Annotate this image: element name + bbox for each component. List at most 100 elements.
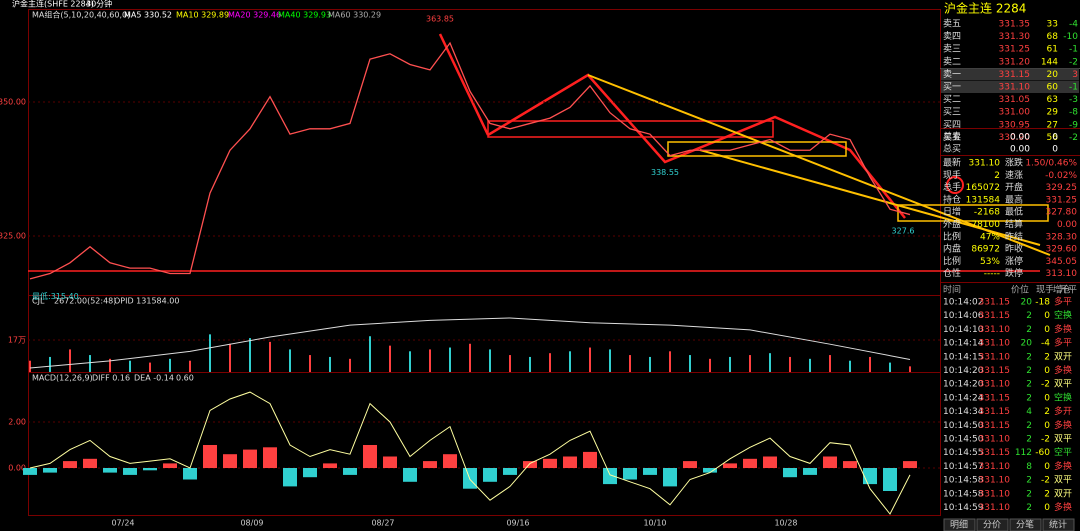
trade-time: 10:14:58 [943,476,984,486]
book-price: 330.95 [999,120,1031,130]
quote-value: 1.50/0.46% [1025,159,1077,169]
trend-yellow [587,74,1051,256]
total-value: 0.00 [1010,145,1030,155]
volume-bar [269,341,271,372]
tab [1009,518,1042,531]
volume-bar [289,349,291,372]
book-label: 卖一 [943,69,961,80]
ma-value: MA10 329.89 [176,11,229,20]
channel [897,204,1049,222]
total-label: 总卖 [943,131,961,143]
volume-bar [689,355,691,372]
tab [1042,518,1075,531]
quote-label: 结算 [1005,218,1023,230]
trade-type: 多换 [1054,460,1072,472]
trade-qty: 2 [1026,366,1032,376]
trade-qty: 2 [1026,503,1032,513]
book-label: 买五 [943,132,961,143]
volume-bar [869,356,871,372]
trade-qty: 20 [1021,339,1033,349]
quote-label: 比例 [943,230,961,242]
book-change: -1 [1069,83,1078,93]
trade-oi: -60 [1035,448,1050,458]
quote-label: 涨停 [1005,255,1023,267]
x-tick-label: 10/10 [643,519,666,528]
trade-time: 10:14:20 [943,380,984,390]
volume-bar [469,343,471,372]
volume-bar [309,355,311,372]
book-qty: 63 [1047,95,1058,105]
trade-time: 10:14:59 [943,503,984,513]
volume-bar [569,351,571,372]
macd-bar [583,451,597,468]
quote-value: 165072 [966,183,1000,193]
macd-bar [643,468,657,475]
y-tick-label: 2.00 [8,418,26,427]
book-change: -3 [1069,95,1078,105]
trade-type: 双平 [1054,434,1072,445]
volume-bar [789,356,791,372]
macd-bar [723,463,737,468]
trade-oi: 0 [1044,325,1050,335]
frame [28,9,1080,516]
macd-label: MACD(12,26,9) [32,374,93,383]
trade-price: 331.10 [979,476,1011,486]
tab-label[interactable]: 分价 [983,520,1001,531]
chart-frame [28,9,941,516]
macd-bar [743,458,757,468]
book-qty: 56 [1047,133,1059,143]
trade-qty: 4 [1026,407,1032,417]
quote-value: 331.10 [969,159,1001,169]
book-label: 买三 [943,107,961,118]
volume-bar [449,347,451,372]
macd-bar [603,468,617,485]
book-change: 3 [1072,70,1078,80]
period: 30分钟 [86,0,112,9]
book-qty: 33 [1047,20,1058,30]
quote-value: 47% [980,232,1000,242]
trade-price: 331.10 [979,325,1011,335]
macd-bar [403,468,417,482]
book-change: -2 [1069,57,1078,67]
trade-oi: 0 [1044,393,1050,403]
quote-label: 现手 [943,169,961,181]
book-change: -8 [1069,108,1078,118]
volume-bar [589,347,591,372]
macd-bar [503,468,517,475]
trade-time: 10:14:55 [943,448,983,458]
quote-value: 2 [994,171,1000,181]
tab-label[interactable]: 明细 [950,519,968,531]
book-price: 331.20 [999,57,1031,67]
ma-value: MA60 330.29 [328,11,381,20]
book-highlight [941,68,1079,81]
quote-value: 53% [980,257,1000,267]
quote-label: 最新 [943,157,961,169]
trade-type: 双开 [1054,351,1072,362]
book-qty: 68 [1047,32,1059,42]
total-value: 0.00 [1010,133,1030,143]
macd-bar [623,468,637,480]
volume-bar [89,355,91,372]
quote-value: 328.30 [1046,232,1078,242]
volume-bar [629,355,631,372]
volume-bar [49,356,51,372]
quote-value: 329.60 [1046,245,1078,255]
quote-value: 313.10 [1046,269,1078,279]
symbol: 沪金主连(SHFE 2284) [12,0,94,9]
trade-qty: 2 [1026,393,1032,403]
macd-bar [203,445,217,468]
book-label: 卖四 [943,31,961,42]
book-price: 331.30 [999,32,1031,42]
macd-bar [283,468,297,487]
trade-qty: 112 [1015,448,1032,458]
volume-bar [349,358,351,372]
quote-label: 昨收 [1005,243,1023,255]
macd-bar [103,468,117,473]
tab-label[interactable]: 统计 [1049,519,1067,531]
trade-oi: 0 [1044,462,1050,472]
trade-time: 10:14:10 [943,325,984,335]
tab [976,518,1009,531]
macd-bar [443,454,457,468]
tab-label[interactable]: 分笔 [1016,519,1034,531]
